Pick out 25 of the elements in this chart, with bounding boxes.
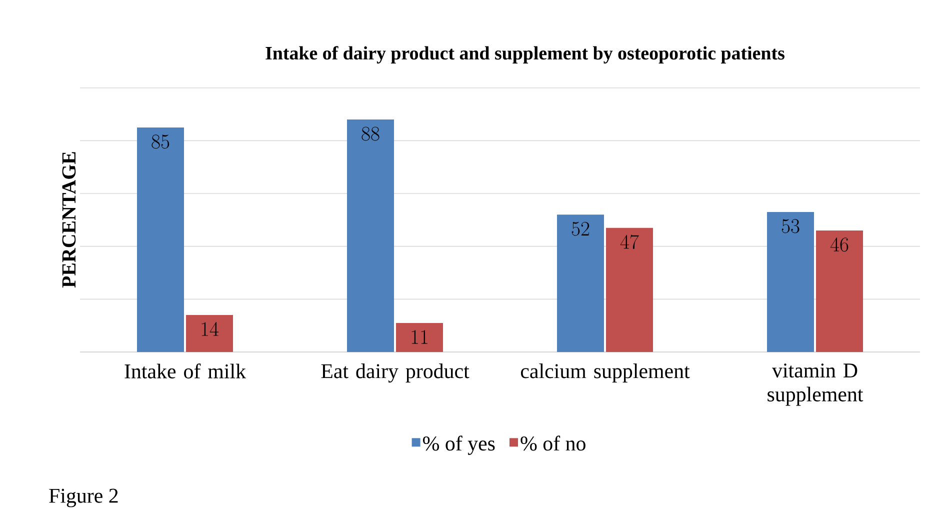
- bar: [396, 322, 443, 352]
- data-label: 47: [620, 234, 639, 250]
- data-label: 53: [782, 219, 800, 234]
- chart-title: Intake of dairy product and supplement by osteoporotic patients: [266, 46, 784, 64]
- y-axis-title: PERCENTAGE: [62, 152, 76, 288]
- bar: [137, 127, 184, 352]
- data-label: 85: [152, 134, 170, 149]
- data-label: 46: [830, 238, 848, 252]
- data-label: 14: [202, 322, 219, 336]
- bar: [186, 315, 233, 352]
- data-label: 11: [412, 330, 428, 344]
- x-tick-label: Eat dairy product: [321, 364, 470, 383]
- bar: [767, 212, 814, 352]
- data-label: 88: [362, 126, 380, 141]
- x-tick-label: Intake of milk: [124, 364, 246, 378]
- data-label: 52: [572, 222, 590, 236]
- legend-label: % of yes: [423, 436, 495, 455]
- legend-label: % of no: [520, 436, 586, 451]
- caption: Figure 2: [49, 488, 118, 508]
- bar: [557, 214, 604, 352]
- x-tick-label: calcium supplement: [520, 364, 690, 382]
- bar: [347, 120, 394, 352]
- bar: [816, 230, 864, 352]
- x-tick-label: vitamin D supplement: [768, 364, 864, 406]
- bar: [606, 228, 654, 352]
